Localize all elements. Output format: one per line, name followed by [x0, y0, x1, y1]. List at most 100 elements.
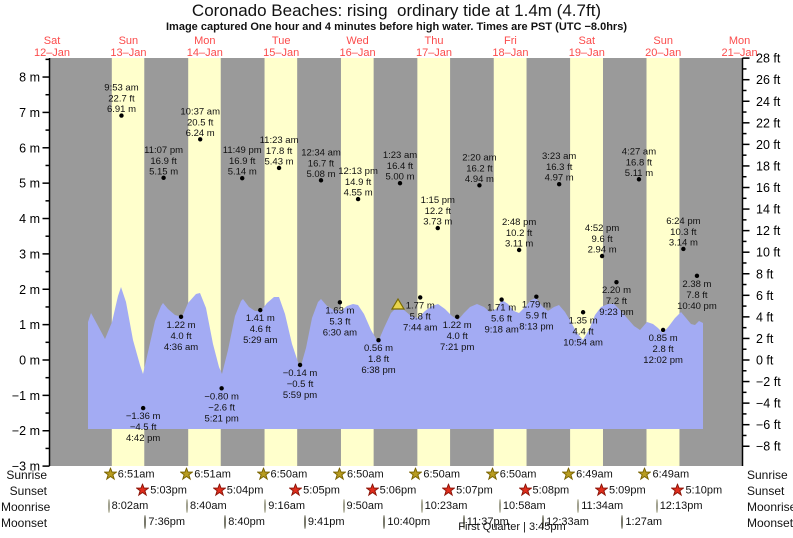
- y-axis-label-right: −6 ft: [756, 418, 781, 432]
- sunrise-star-icon: [409, 467, 423, 481]
- moonrise-entry: 10:23am: [420, 499, 467, 513]
- day-date: 17–Jan: [415, 47, 453, 59]
- moonset-icon: [224, 515, 228, 529]
- day-date: 19–Jan: [568, 47, 605, 59]
- sunset-time: 5:03pm: [150, 484, 187, 496]
- moonrise-entry: 11:34am: [577, 499, 623, 513]
- chart-subtitle: Image captured One hour and 4 minutes be…: [166, 21, 627, 33]
- sunrise-entry: 6:49am: [638, 467, 689, 481]
- sunset-entry: 5:05pm: [289, 483, 340, 497]
- low-tide-dot: [337, 300, 343, 305]
- sunset-time: 5:04pm: [226, 484, 264, 496]
- sunrise-entry: 6:49am: [562, 467, 613, 481]
- high-tide-dot: [197, 137, 203, 142]
- sunset-entry: 5:03pm: [136, 483, 187, 497]
- moonrise-row-label-right: Moonrise: [747, 500, 793, 514]
- high-tide-label: 3:23 am 16.3 ft 4.97 m: [542, 151, 576, 184]
- sunrise-row-label-right: Sunrise: [747, 468, 788, 482]
- high-tide-dot: [599, 253, 605, 259]
- moonrise-time: 8:40am: [189, 500, 227, 512]
- high-tide-dot: [276, 165, 282, 171]
- high-tide-label: 2:20 am 16.2 ft 4.94 m: [462, 152, 496, 185]
- moonrise-row-label-left: Moonrise: [1, 500, 51, 514]
- low-tide-label: −0.80 m −2.6 ft 5:21 pm: [204, 391, 239, 424]
- moonset-time: 10:40pm: [387, 516, 431, 528]
- day-name: Mon: [728, 35, 751, 47]
- y-axis-label-right: 8 ft: [756, 267, 774, 281]
- low-tide-dot: [660, 327, 666, 333]
- day-header: Sun 20–Jan: [645, 35, 681, 59]
- high-tide-dot: [240, 175, 245, 181]
- moonrise-time: 12:13pm: [659, 500, 703, 512]
- sunset-row-label-left: Sunset: [9, 484, 47, 498]
- low-tide-dot: [178, 314, 184, 320]
- y-axis-label-right: 0 ft: [756, 354, 774, 368]
- sunrise-star-icon: [256, 467, 271, 481]
- high-tide-label: 2:48 pm 10.2 ft 3.11 m: [502, 217, 536, 250]
- high-tide-label: 4:52 pm 9.6 ft 2.94 m: [585, 223, 619, 256]
- day-date: 18–Jan: [492, 47, 529, 59]
- moonrise-entry: 8:02am: [107, 499, 148, 513]
- moonset-icon: [303, 515, 308, 529]
- moonrise-entry: 10:58am: [498, 499, 546, 513]
- low-tide-dot: [614, 279, 619, 285]
- sunrise-entry: 6:51am: [103, 467, 155, 481]
- day-date: 12–Jan: [33, 47, 71, 59]
- moon-phase-label: First Quarter | 3:45pm: [458, 521, 566, 533]
- day-date: 21–Jan: [721, 47, 758, 59]
- low-tide-dot: [376, 337, 381, 343]
- moonset-icon: [621, 515, 625, 529]
- high-tide-label: 4:27 am 16.8 ft 5.11 m: [622, 146, 656, 179]
- y-axis-label-right: 24 ft: [756, 95, 781, 109]
- sunset-entry: 5:10pm: [671, 483, 722, 497]
- sunset-entry: 5:06pm: [365, 483, 416, 497]
- day-date: 15–Jan: [263, 47, 300, 59]
- y-axis-label-right: −4 ft: [756, 397, 781, 411]
- moonrise-time: 9:50am: [346, 500, 384, 512]
- sunrise-time: 6:50am: [423, 468, 461, 480]
- day-name: Thu: [424, 35, 444, 47]
- current-tide-marker: [390, 297, 406, 310]
- day-name: Mon: [194, 35, 216, 47]
- sunrise-star-icon: [332, 467, 347, 481]
- day-header: Mon 14–Jan: [187, 35, 223, 59]
- moonset-time: 1:27am: [625, 516, 663, 528]
- low-tide-label: 1.79 m 5.9 ft 8:13 pm: [519, 300, 553, 333]
- sunrise-time: 6:51am: [194, 468, 231, 480]
- moonset-icon: [462, 515, 467, 529]
- sunrise-star-icon: [562, 467, 576, 481]
- sunrise-time: 6:51am: [117, 468, 155, 480]
- low-tide-label: 1.77 m 5.8 ft 7:44 am: [403, 300, 437, 333]
- y-axis-label-right: 6 ft: [756, 289, 774, 303]
- high-tide-label: 12:13 pm 14.9 ft 4.55 m: [338, 166, 378, 199]
- high-tide-dot: [355, 196, 361, 202]
- y-axis-label-left: 6 m: [19, 141, 40, 155]
- moonset-entry: 11:37pm: [462, 515, 509, 529]
- y-axis-label-left: 4 m: [19, 212, 40, 226]
- sunset-star-icon: [518, 483, 533, 497]
- high-tide-label: 11:23 am 17.8 ft 5.43 m: [260, 135, 299, 168]
- high-tide-label: 12:34 am 16.7 ft 5.08 m: [301, 147, 341, 180]
- sunrise-star-icon: [638, 467, 652, 481]
- day-name: Sat: [43, 35, 61, 47]
- high-tide-label: 11:07 pm 16.9 ft 5.15 m: [144, 145, 183, 178]
- y-axis-label-left: 1 m: [19, 318, 40, 332]
- day-date: 20–Jan: [645, 47, 682, 59]
- high-tide-dot: [516, 247, 522, 253]
- sunset-star-icon: [136, 483, 150, 497]
- low-tide-dot: [418, 295, 423, 300]
- low-tide-label: 1.41 m 4.6 ft 5:29 am: [243, 313, 277, 346]
- moonrise-icon: [342, 499, 347, 513]
- low-tide-dot: [297, 362, 303, 368]
- y-axis-label-left: 2 m: [19, 283, 40, 297]
- sunrise-star-icon: [485, 467, 500, 481]
- y-axis-label-left: 0 m: [19, 354, 40, 368]
- moonrise-entry: 9:16am: [264, 499, 305, 513]
- sunset-star-icon: [671, 483, 685, 497]
- low-tide-label: 0.85 m 2.8 ft 12:02 pm: [643, 333, 683, 366]
- sunrise-time: 6:50am: [270, 468, 308, 480]
- day-date: 13–Jan: [110, 47, 147, 59]
- high-tide-dot: [435, 225, 440, 231]
